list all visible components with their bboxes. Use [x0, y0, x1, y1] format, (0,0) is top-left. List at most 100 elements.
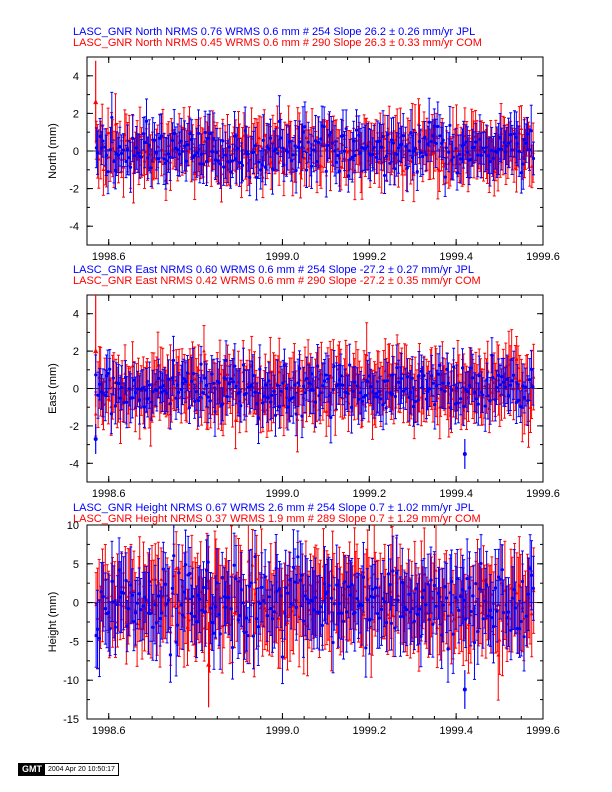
data-point: [224, 153, 228, 157]
data-point: [246, 152, 250, 156]
stats-line-jpl: LASC_GNR Height NRMS 0.67 WRMS 2.6 mm # …: [73, 502, 474, 514]
data-point: [161, 384, 165, 388]
data-point: [348, 363, 352, 367]
data-point: [152, 156, 157, 161]
data-point: [324, 373, 328, 377]
data-point: [469, 366, 473, 370]
data-point: [350, 155, 354, 159]
data-point: [294, 168, 298, 173]
outlier-point: [462, 451, 467, 456]
data-point: [519, 171, 523, 175]
data-point: [479, 153, 483, 158]
data-point: [275, 383, 280, 388]
data-point: [448, 123, 452, 127]
data-point: [101, 139, 105, 143]
x-tick-label: 1999.0: [266, 488, 300, 500]
data-point: [289, 159, 293, 163]
data-point: [191, 371, 195, 376]
data-point: [386, 379, 390, 383]
data-point: [113, 122, 118, 126]
data-point: [244, 391, 248, 395]
data-point: [305, 377, 309, 381]
data-point: [248, 175, 252, 180]
data-point: [255, 402, 259, 406]
data-point: [225, 372, 230, 376]
data-point: [346, 174, 350, 178]
data-point: [503, 150, 507, 154]
data-point: [467, 384, 471, 388]
data-point: [277, 369, 282, 374]
data-point: [411, 149, 416, 153]
data-point: [136, 387, 140, 391]
data-point: [193, 153, 197, 158]
data-point: [139, 155, 143, 159]
data-point: [433, 403, 437, 407]
data-point: [104, 153, 108, 157]
data-point: [393, 394, 398, 399]
data-point: [98, 134, 102, 138]
data-point: [267, 147, 271, 151]
data-point: [108, 148, 113, 152]
data-point: [474, 140, 478, 144]
height-panel: LASC_GNR Height NRMS 0.67 WRMS 2.6 mm # …: [47, 502, 560, 737]
data-point: [293, 144, 297, 148]
data-point: [158, 385, 163, 389]
data-point: [98, 382, 102, 386]
data-point: [199, 362, 203, 366]
data-point: [104, 374, 109, 378]
data-point: [409, 131, 413, 135]
data-point: [233, 418, 238, 422]
data-point: [277, 119, 281, 124]
data-point: [527, 148, 532, 152]
data-point: [431, 151, 436, 155]
data-point: [358, 151, 362, 155]
data-point: [327, 133, 332, 137]
data-point: [159, 577, 163, 581]
data-point: [462, 143, 466, 147]
data-point: [156, 376, 161, 380]
data-point: [291, 395, 295, 400]
data-point: [439, 387, 443, 391]
data-point: [412, 172, 416, 176]
data-point: [396, 146, 401, 150]
data-point: [486, 394, 490, 398]
data-point: [464, 140, 468, 144]
data-point: [141, 386, 145, 390]
data-point: [405, 375, 410, 379]
data-point: [203, 130, 207, 135]
data-point: [453, 402, 457, 406]
data-point: [324, 409, 329, 413]
data-point: [457, 379, 461, 383]
data-point: [229, 377, 233, 381]
data-point: [296, 381, 300, 385]
data-point: [372, 145, 376, 149]
data-point: [519, 126, 524, 131]
data-point: [528, 378, 532, 382]
data-point: [473, 390, 477, 394]
north-panel: LASC_GNR North NRMS 0.76 WRMS 0.6 mm # 2…: [47, 26, 560, 263]
data-point: [436, 124, 440, 129]
data-point: [281, 381, 285, 385]
data-point: [195, 151, 199, 155]
data-point: [351, 389, 355, 393]
data-point: [401, 168, 405, 172]
outlier-point: [93, 99, 99, 105]
data-point: [263, 165, 267, 169]
data-point: [265, 145, 269, 149]
data-point: [316, 364, 320, 368]
data-point: [101, 167, 106, 172]
data-point: [253, 144, 257, 148]
data-point: [383, 379, 387, 383]
data-point: [240, 163, 245, 168]
data-point: [436, 166, 440, 171]
data-point: [101, 391, 105, 395]
data-point: [328, 159, 333, 163]
data-point: [454, 146, 458, 151]
data-point: [151, 390, 155, 394]
data-point: [341, 383, 345, 387]
data-point: [332, 364, 336, 368]
x-tick-label: 1999.6: [526, 488, 560, 500]
data-point: [177, 152, 182, 156]
data-point: [377, 390, 382, 394]
data-point: [476, 402, 480, 406]
